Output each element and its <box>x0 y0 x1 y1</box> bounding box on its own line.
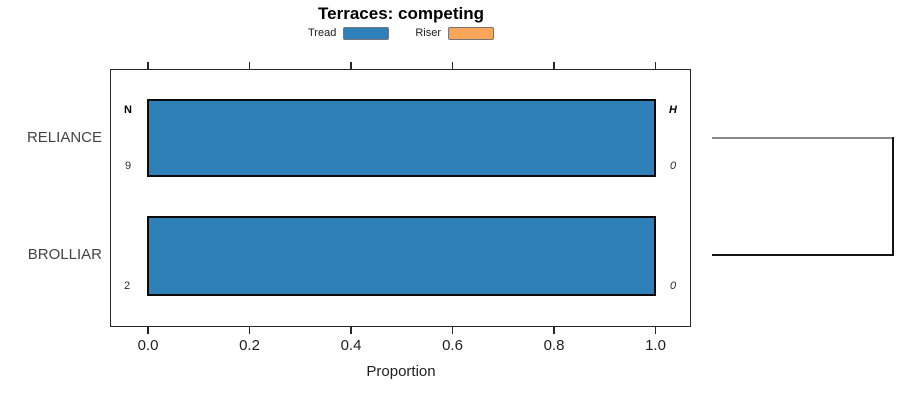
reliance-h-value: 0 <box>669 160 677 172</box>
category-label-reliance: RELIANCE <box>26 129 102 146</box>
x-axis-title: Proportion <box>366 363 436 380</box>
x-axis-tick <box>553 327 555 334</box>
bar-reliance <box>147 99 656 177</box>
category-label-brolliar: BROLLIAR <box>27 246 102 263</box>
x-axis-tick <box>350 327 352 334</box>
x-axis-tick <box>248 327 251 334</box>
x-axis-tick <box>553 62 555 69</box>
x-axis-tick <box>248 62 251 69</box>
x-tick-label: 0.0 <box>137 337 159 354</box>
brolliar-h-value: 0 <box>669 280 677 292</box>
x-axis-tick <box>654 327 657 334</box>
x-tick-label: 1.0 <box>645 337 666 354</box>
x-tick-label: 0.6 <box>442 337 463 354</box>
legend-item-tread: Tread <box>308 26 390 40</box>
column-header-h: H <box>669 104 677 116</box>
chart-title: Terraces: competing <box>318 4 484 23</box>
x-tick-label: 0.4 <box>340 337 362 354</box>
bar-brolliar <box>147 216 656 296</box>
x-tick-label: 0.2 <box>239 337 260 354</box>
legend: Tread Riser <box>110 25 692 41</box>
x-axis-tick <box>350 62 352 69</box>
x-tick-label: 0.8 <box>543 337 565 354</box>
legend-label-riser: Riser <box>415 27 441 39</box>
x-axis-tick <box>147 327 149 334</box>
x-axis-tick <box>451 327 454 334</box>
bar-brolliar-tread-segment <box>147 216 656 296</box>
tread-color-swatch <box>343 26 390 40</box>
bar-reliance-tread-segment <box>147 99 656 177</box>
legend-label-tread: Tread <box>308 27 337 39</box>
column-header-n: N <box>124 104 132 116</box>
legend-item-riser: Riser <box>415 26 494 40</box>
brolliar-n-value: 2 <box>123 280 131 292</box>
riser-color-swatch <box>448 26 494 40</box>
reliance-n-value: 9 <box>124 160 132 172</box>
x-axis-tick <box>451 62 454 69</box>
x-axis-tick <box>147 62 149 69</box>
x-axis-tick <box>654 62 657 69</box>
